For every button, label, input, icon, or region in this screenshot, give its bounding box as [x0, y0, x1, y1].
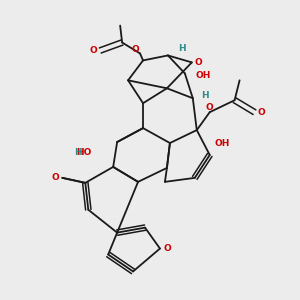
Text: OH: OH [215, 139, 230, 148]
Text: HO: HO [76, 148, 92, 158]
Text: OH: OH [195, 71, 210, 80]
Text: O: O [90, 46, 98, 55]
Text: O: O [52, 173, 60, 182]
Text: O: O [206, 103, 214, 112]
Text: O: O [164, 244, 171, 253]
Text: H: H [201, 91, 208, 100]
Text: H: H [74, 148, 82, 158]
Text: H: H [178, 44, 186, 53]
Text: O: O [194, 58, 202, 67]
Text: O: O [257, 108, 265, 117]
Text: O: O [132, 45, 140, 54]
